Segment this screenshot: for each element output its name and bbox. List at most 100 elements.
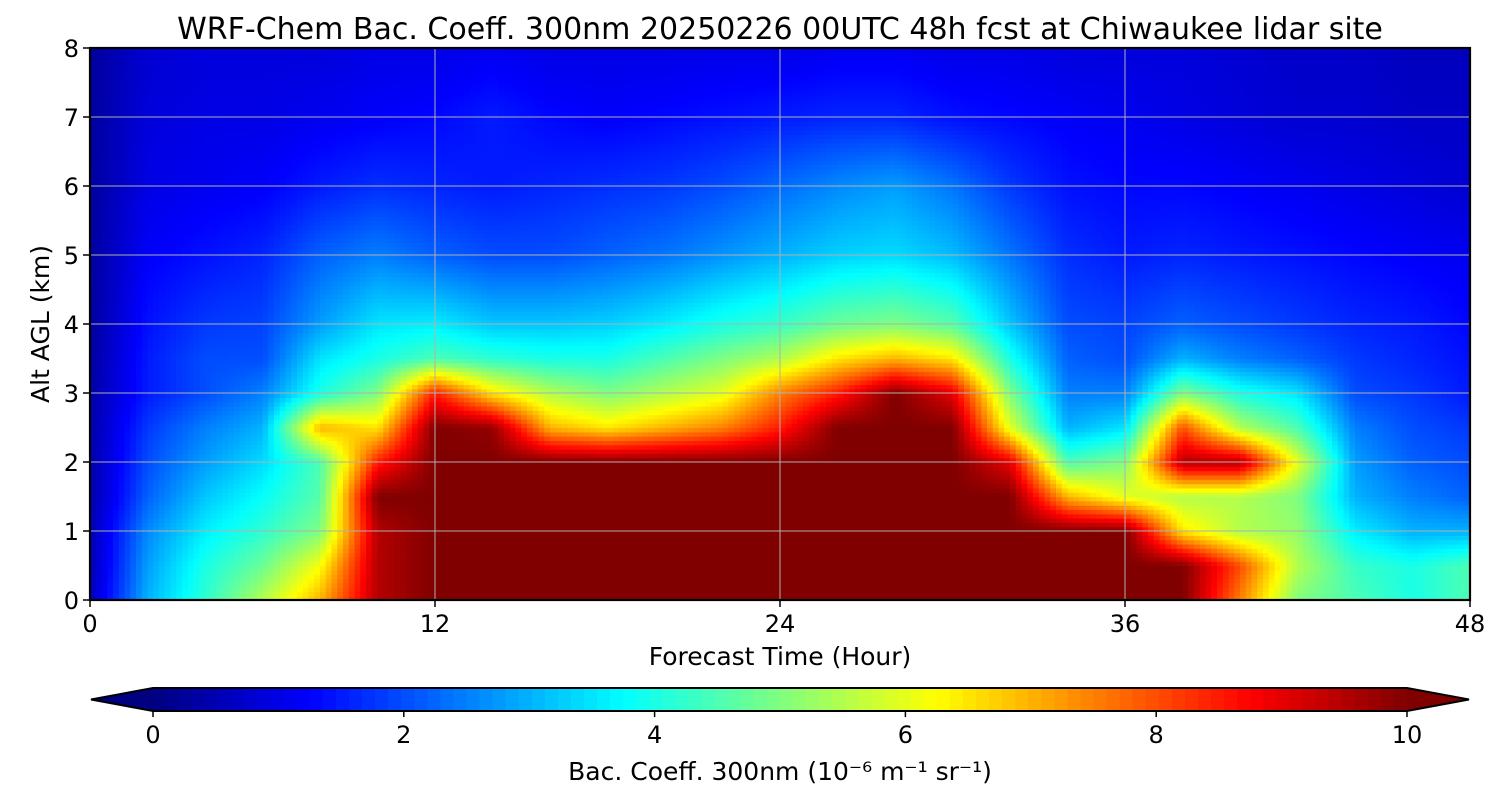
heatmap-cell (906, 526, 913, 532)
heatmap-cell (1429, 569, 1437, 575)
heatmap-cell (1263, 582, 1270, 588)
heatmap-cell (722, 513, 729, 519)
heatmap-cell (1234, 539, 1241, 545)
heatmap-cell (722, 518, 729, 523)
heatmap-cell (394, 522, 402, 528)
heatmap-cell (435, 565, 442, 571)
heatmap-cell (366, 587, 373, 592)
heatmap-cell (1004, 509, 1011, 515)
heatmap-cell (463, 539, 471, 545)
heatmap-cell (1073, 548, 1080, 554)
heatmap-cell (1349, 539, 1356, 545)
heatmap-cell (147, 518, 154, 523)
heatmap-cell (1389, 578, 1396, 584)
heatmap-cell (1033, 569, 1040, 575)
heatmap-cell (578, 548, 586, 554)
heatmap-cell (958, 513, 965, 519)
heatmap-cell (1291, 543, 1299, 549)
heatmap-cell (1401, 552, 1408, 558)
heatmap-cell (446, 578, 453, 584)
heatmap-cell (90, 543, 97, 549)
heatmap-cell (228, 531, 235, 536)
heatmap-cell (969, 578, 977, 584)
heatmap-cell (693, 509, 701, 515)
heatmap-cell (377, 582, 384, 588)
heatmap-cell (1153, 561, 1161, 567)
heatmap-cell (849, 569, 856, 575)
heatmap-cell (814, 561, 821, 567)
heatmap-cell (1240, 526, 1247, 532)
heatmap-cell (762, 582, 770, 588)
heatmap-cell (636, 595, 643, 600)
heatmap-cell (1372, 574, 1379, 580)
heatmap-cell (693, 518, 701, 523)
heatmap-cell (929, 513, 936, 519)
heatmap-cell (406, 548, 413, 554)
heatmap-cell (302, 582, 310, 588)
heatmap-cell (325, 595, 333, 600)
heatmap-cell (285, 587, 292, 592)
heatmap-cell (251, 518, 258, 523)
heatmap-cell (469, 565, 476, 571)
heatmap-cell (1084, 552, 1092, 558)
heatmap-cell (711, 522, 718, 528)
heatmap-cell (642, 578, 649, 584)
heatmap-cell (1142, 582, 1149, 588)
heatmap-cell (486, 582, 494, 588)
heatmap-cell (1067, 591, 1074, 597)
heatmap-cell (797, 574, 804, 580)
heatmap-cell (256, 574, 264, 580)
heatmap-cell (1182, 595, 1189, 600)
heatmap-cell (394, 591, 402, 597)
heatmap-cell (274, 582, 281, 588)
heatmap-cell (987, 578, 994, 584)
heatmap-cell (561, 552, 568, 558)
heatmap-cell (808, 548, 816, 554)
heatmap-cell (975, 552, 982, 558)
heatmap-cell (918, 548, 925, 554)
heatmap-cell (975, 587, 982, 592)
heatmap-cell (1211, 539, 1218, 545)
heatmap-cell (1205, 595, 1212, 600)
heatmap-cell (1136, 522, 1143, 528)
heatmap-cell (952, 561, 959, 567)
heatmap-cell (400, 526, 407, 532)
heatmap-cell (1033, 535, 1040, 541)
heatmap-cell (1194, 591, 1201, 597)
heatmap-cell (981, 522, 988, 528)
heatmap-cell (1153, 513, 1161, 519)
heatmap-cell (262, 595, 269, 600)
heatmap-cell (1142, 574, 1149, 580)
heatmap-cell (187, 509, 195, 515)
heatmap-cell (837, 595, 844, 600)
heatmap-cell (826, 518, 833, 523)
heatmap-cell (877, 578, 885, 584)
heatmap-cell (1291, 513, 1299, 519)
heatmap-cell (1343, 574, 1350, 580)
heatmap-cell (877, 556, 885, 562)
heatmap-cell (762, 578, 770, 584)
heatmap-cell (728, 552, 735, 558)
heatmap-cell (400, 595, 407, 600)
heatmap-cell (193, 526, 200, 532)
heatmap-cell (164, 548, 172, 554)
heatmap-cell (987, 561, 994, 567)
heatmap-cell (1130, 587, 1138, 592)
heatmap-cell (1337, 591, 1345, 597)
heatmap-cell (647, 565, 655, 571)
heatmap-cell (331, 552, 338, 558)
heatmap-cell (665, 535, 672, 541)
heatmap-cell (1050, 509, 1057, 515)
heatmap-cell (233, 526, 241, 532)
heatmap-cell (113, 569, 120, 575)
heatmap-cell (1125, 531, 1132, 536)
heatmap-cell (1274, 556, 1281, 562)
heatmap-cell (1389, 552, 1396, 558)
heatmap-cell (659, 578, 666, 584)
heatmap-cell (647, 574, 655, 580)
heatmap-cell (1441, 539, 1448, 545)
heatmap-cell (164, 522, 172, 528)
heatmap-cell (1153, 518, 1161, 523)
heatmap-cell (912, 565, 919, 571)
